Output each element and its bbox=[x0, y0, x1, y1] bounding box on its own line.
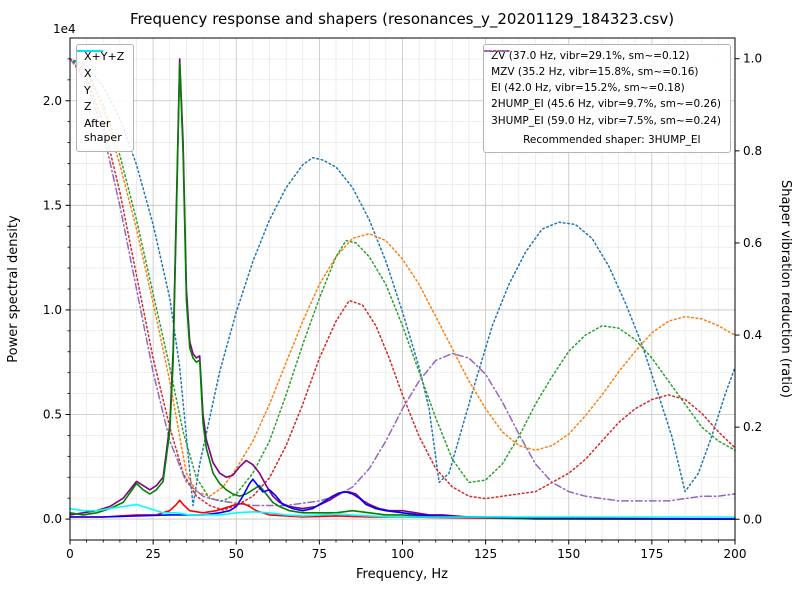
legend-label: 2HUMP_EI (45.6 Hz, vibr=9.7%, sm~=0.26) bbox=[491, 98, 721, 111]
tick-marks bbox=[65, 58, 740, 545]
legend-item: ZV (37.0 Hz, vibr=29.1%, sm~=0.12) bbox=[484, 50, 721, 63]
x-tick-label: 100 bbox=[391, 547, 414, 561]
legend-label: X+Y+Z bbox=[84, 50, 125, 63]
psd-curve-x bbox=[69, 499, 736, 520]
y-axis-label-right: Shaper vibration reduction (ratio) bbox=[778, 180, 793, 398]
y-left-tick-label: 0.5 bbox=[43, 408, 62, 422]
legend-item: Z bbox=[77, 50, 124, 114]
legend-label: 3HUMP_EI (59.0 Hz, vibr=7.5%, sm~=0.24) bbox=[491, 114, 721, 127]
y-axis-label-left: Power spectral density bbox=[6, 215, 21, 363]
psd-curve-z bbox=[69, 478, 736, 520]
legend-label: ZV (37.0 Hz, vibr=29.1%, sm~=0.12) bbox=[491, 50, 690, 62]
shaper-curve-3hump-ei bbox=[69, 57, 736, 507]
psd-curve-y bbox=[69, 62, 736, 520]
y-axis-offset-text: 1e4 bbox=[53, 22, 76, 36]
legend-item: X bbox=[77, 50, 124, 81]
shaper-curves bbox=[69, 57, 736, 511]
legend-item: MZV (35.2 Hz, vibr=15.8%, sm~=0.16) bbox=[484, 50, 721, 79]
legend-item: 3HUMP_EI (59.0 Hz, vibr=7.5%, sm~=0.24) bbox=[484, 50, 721, 128]
x-tick-label: 200 bbox=[724, 547, 747, 561]
y-right-tick-label: 0.6 bbox=[743, 236, 762, 250]
y-right-tick-label: 0.2 bbox=[743, 420, 762, 434]
x-tick-label: 50 bbox=[229, 547, 244, 561]
legend-item: After shaper bbox=[77, 50, 124, 145]
x-tick-label: 150 bbox=[557, 547, 580, 561]
y-right-tick-label: 0.0 bbox=[743, 512, 762, 526]
x-tick-label: 25 bbox=[145, 547, 160, 561]
legend-line-sample-icon bbox=[484, 50, 510, 52]
shaper-curve-ei bbox=[69, 57, 736, 502]
y-left-tick-label: 1.5 bbox=[43, 198, 62, 212]
x-axis-label: Frequency, Hz bbox=[356, 567, 448, 582]
recommended-shaper-note: Recommended shaper: 3HUMP_EI bbox=[523, 133, 701, 146]
y-right-tick-label: 0.4 bbox=[743, 328, 762, 342]
legend-line-sample-icon bbox=[77, 50, 103, 52]
y-left-tick-label: 0.0 bbox=[43, 512, 62, 526]
x-tick-label: 125 bbox=[474, 547, 497, 561]
legend-item: Y bbox=[77, 50, 124, 98]
chart-title: Frequency response and shapers (resonanc… bbox=[130, 10, 674, 29]
psd-curve-after-shaper bbox=[69, 503, 736, 518]
y-left-tick-label: 2.0 bbox=[43, 94, 62, 108]
x-tick-label: 175 bbox=[640, 547, 663, 561]
shaper-curve-mzv bbox=[69, 57, 736, 497]
legend-label: Z bbox=[84, 100, 92, 114]
x-tick-label: 75 bbox=[312, 547, 327, 561]
legend-label: EI (42.0 Hz, vibr=15.2%, sm~=0.18) bbox=[491, 82, 685, 95]
legend-item: EI (42.0 Hz, vibr=15.2%, sm~=0.18) bbox=[484, 50, 721, 95]
legend-label: Y bbox=[84, 83, 91, 97]
legend-shapers: ZV (37.0 Hz, vibr=29.1%, sm~=0.12) MZV (3… bbox=[483, 44, 731, 153]
legend-item: 2HUMP_EI (45.6 Hz, vibr=9.7%, sm~=0.26) bbox=[484, 50, 721, 111]
legend-label: MZV (35.2 Hz, vibr=15.8%, sm~=0.16) bbox=[491, 66, 699, 79]
legend-psd: X+Y+Z X Y Z After shaper bbox=[76, 44, 135, 152]
shaper-curve-zv bbox=[69, 57, 736, 507]
y-right-tick-label: 1.0 bbox=[743, 52, 762, 66]
psd-curves bbox=[69, 58, 736, 520]
legend-label: X bbox=[84, 66, 92, 80]
legend-label: After shaper bbox=[84, 117, 122, 144]
y-left-tick-label: 1.0 bbox=[43, 303, 62, 317]
y-right-tick-label: 0.8 bbox=[743, 144, 762, 158]
tick-labels: 0 25 50 75 100 125 150 175 200 0.0 0.5 1.0 1.5 2.0 0.0… bbox=[43, 52, 762, 561]
x-tick-label: 0 bbox=[66, 547, 74, 561]
